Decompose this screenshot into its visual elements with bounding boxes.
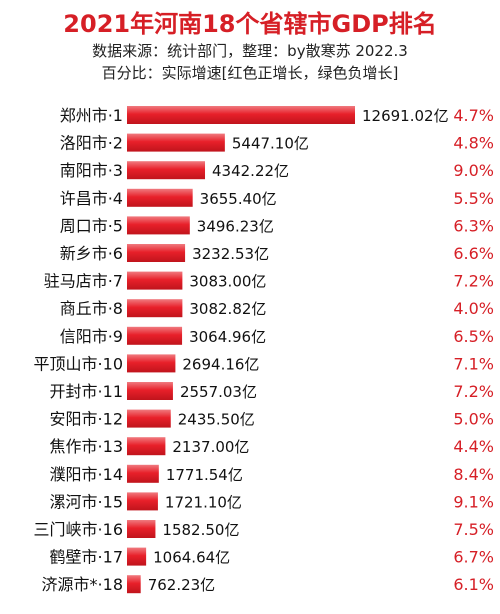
category-label: 平顶山市·10 [34,354,123,373]
growth-label: 6.3% [453,216,494,235]
growth-label: 7.1% [453,354,494,373]
category-label: 濮阳市·14 [50,465,123,484]
category-label: 安阳市·12 [50,410,123,429]
value-label: 3064.96亿 [189,328,266,346]
category-label: 许昌市·4 [60,189,123,208]
category-label: 南阳市·3 [60,161,123,180]
value-label: 3655.40亿 [200,190,277,208]
value-label: 3082.82亿 [189,300,266,318]
bar [127,299,183,318]
category-label: 开封市·11 [50,382,123,401]
bar [127,492,158,511]
category-label: 驻马店市·7 [44,272,123,291]
value-label: 2137.00亿 [172,438,249,456]
growth-label: 7.2% [453,272,494,291]
value-label: 3496.23亿 [197,217,274,235]
bar [127,133,225,152]
bar [127,244,186,262]
growth-label: 4.8% [453,134,494,153]
bar [127,437,166,456]
growth-label: 6.1% [453,575,494,594]
value-label: 12691.02亿 [362,107,449,125]
growth-label: 8.4% [453,465,494,484]
value-label: 4342.22亿 [212,162,289,180]
bar [127,161,206,180]
growth-label: 4.4% [453,437,494,456]
value-label: 762.23亿 [148,576,216,594]
value-label: 1064.64亿 [153,549,230,567]
category-label: 鹤壁市·17 [50,548,123,567]
growth-label: 7.5% [453,520,494,539]
category-label: 信阳市·9 [60,327,123,346]
category-label: 济源市*·18 [42,575,123,594]
bar [127,547,147,566]
category-label: 商丘市·8 [60,299,123,318]
value-label: 1721.10亿 [165,493,242,511]
value-label: 2694.16亿 [182,355,259,373]
bar [127,464,159,483]
growth-label: 5.0% [453,410,494,429]
bar [127,575,141,594]
bar [127,106,355,124]
growth-label: 6.6% [453,244,494,263]
chart-subtitle: 数据来源：统计部门，整理：by散寒苏 2022.3 [92,42,408,60]
category-label: 郑州市·1 [60,106,123,125]
growth-label: 6.7% [453,548,494,567]
growth-label: 5.5% [453,189,494,208]
value-label: 3232.53亿 [192,245,269,263]
bar [127,188,193,207]
bar [127,326,183,345]
growth-label: 9.0% [453,161,494,180]
category-label: 漯河市·15 [50,492,123,511]
growth-label: 6.5% [453,327,494,346]
value-label: 1771.54亿 [166,466,243,484]
category-label: 洛阳市·2 [60,134,123,153]
growth-label: 4.7% [453,106,494,125]
chart-title: 2021年河南18个省辖市GDP排名 [63,10,437,38]
growth-label: 9.1% [453,492,494,511]
bar [127,409,171,428]
chart-note: 百分比：实际增速[红色正增长，绿色负增长] [101,64,399,82]
growth-label: 7.2% [453,382,494,401]
bar [127,382,173,400]
bar [127,216,190,235]
category-label: 三门峡市·16 [34,520,123,539]
category-label: 新乡市·6 [60,244,123,263]
bar [127,520,156,538]
value-label: 5447.10亿 [232,135,309,153]
category-label: 焦作市·13 [50,437,123,456]
bar [127,271,183,290]
value-label: 3083.00亿 [189,273,266,291]
bar [127,354,176,373]
value-label: 1582.50亿 [162,521,239,539]
value-label: 2557.03亿 [180,383,257,401]
growth-label: 4.0% [453,299,494,318]
category-label: 周口市·5 [60,216,123,235]
value-label: 2435.50亿 [178,411,255,429]
